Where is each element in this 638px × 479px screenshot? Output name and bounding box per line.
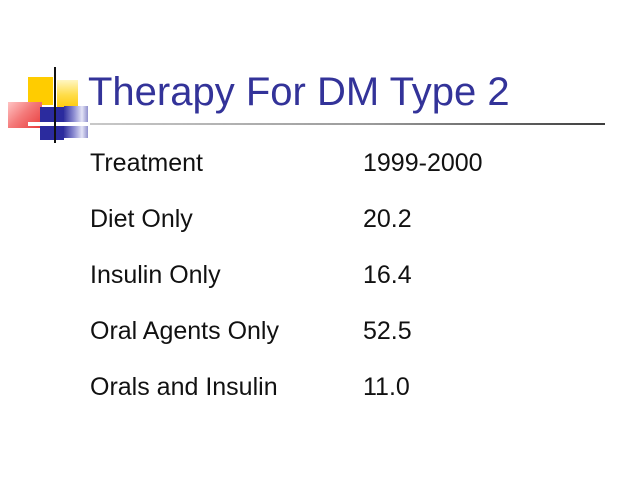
- row-label: Insulin Only: [90, 261, 221, 289]
- logo-vertical-line: [54, 67, 56, 143]
- row-value: 20.2: [363, 205, 412, 233]
- title-underline: [88, 123, 605, 125]
- row-value: 11.0: [363, 373, 410, 401]
- logo-square-yellow-icon: [28, 77, 53, 105]
- table-row: Diet Only 20.2: [90, 207, 560, 232]
- row-value: 16.4: [363, 261, 412, 289]
- header-value: 1999-2000: [363, 149, 483, 177]
- header-label: Treatment: [90, 149, 204, 177]
- row-value: 52.5: [363, 317, 412, 345]
- logo-square-yellow-gradient-icon: [57, 80, 78, 107]
- table-row: Insulin Only 16.4: [90, 263, 560, 288]
- table-header-row: Treatment 1999-2000: [90, 151, 560, 176]
- logo-horizontal-line: [28, 122, 90, 126]
- row-label: Diet Only: [90, 205, 193, 233]
- row-label: Oral Agents Only: [90, 317, 279, 345]
- slide-template-logo: [0, 0, 120, 160]
- therapy-table: Treatment 1999-2000 Diet Only 20.2 Insul…: [90, 151, 560, 431]
- row-label: Orals and Insulin: [90, 373, 278, 401]
- slide-title: Therapy For DM Type 2: [88, 70, 510, 114]
- table-row: Oral Agents Only 52.5: [90, 319, 560, 344]
- table-row: Orals and Insulin 11.0: [90, 375, 560, 400]
